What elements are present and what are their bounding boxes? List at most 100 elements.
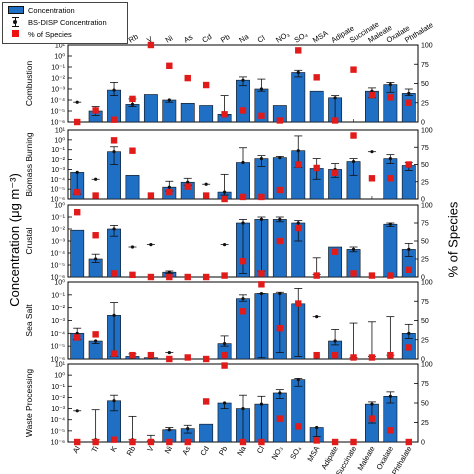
legend-label-pct-species: % of Species: [28, 29, 72, 39]
pct-marker-sea-salt-al: [74, 334, 81, 341]
pct-marker-biomass-burning-rb: [129, 147, 136, 154]
bs-disp-point: [94, 177, 98, 181]
legend-label-bs-disp: BS-DISP Concentration: [28, 17, 107, 27]
bs-disp-point: [167, 350, 171, 355]
pct-marker-biomass-burning-ni: [166, 188, 173, 196]
y-tick-label: 10⁻⁵: [51, 263, 65, 270]
pct-marker-biomass-burning-msa: [313, 164, 320, 172]
x-top-label-na: Na: [237, 32, 251, 45]
bs-disp-point: [333, 339, 337, 343]
y-tick-label: 10⁰: [54, 53, 65, 61]
pct-marker-sea-salt-msa: [313, 351, 320, 359]
bs-disp-point: [278, 291, 282, 296]
y2-tick-label: 75: [421, 221, 429, 228]
y-tick-label: 10⁻¹: [51, 215, 65, 222]
bs-disp-point: [167, 185, 171, 189]
y2-tick-label: 25: [421, 420, 429, 427]
pct-marker-combustion-so: [295, 47, 302, 54]
pct-marker-waste-processing-ti: [92, 438, 99, 446]
pct-marker-crustal-v: [147, 273, 155, 281]
y2-tick-label: 0: [421, 120, 425, 127]
y-tick-label: 10⁻²: [51, 227, 65, 234]
pct-marker-biomass-burning-no: [276, 186, 284, 194]
bs-disp-point: [75, 170, 79, 174]
y2-tick-label: 0: [421, 275, 425, 282]
pct-marker-combustion-no: [276, 117, 284, 124]
pct-marker-biomass-burning-v: [147, 192, 155, 199]
bs-disp-point: [75, 331, 79, 335]
pct-marker-combustion-msa: [313, 74, 320, 81]
legend-item-concentration: Concentration: [7, 5, 75, 15]
pct-marker-sea-salt-cl: [258, 281, 265, 288]
pct-marker-sea-salt-so: [295, 300, 302, 307]
y2-tick-label: 50: [421, 162, 429, 169]
y-tick-label: 10⁻¹: [51, 147, 65, 154]
pct-marker-waste-processing-k: [110, 436, 118, 443]
pct-marker-crustal-ni: [166, 273, 173, 281]
pct-marker-waste-processing-na: [239, 438, 247, 446]
pct-marker-combustion-ni: [166, 62, 173, 69]
bs-disp-point: [351, 159, 356, 164]
x-top-label-pb: Pb: [219, 32, 232, 45]
bs-disp-point: [204, 182, 208, 186]
x-bottom-label-k: K: [108, 445, 118, 454]
y2-tick-label: 50: [421, 401, 429, 408]
bar-biomass-burning-na: [236, 162, 250, 200]
y2-tick-label: 25: [421, 257, 429, 264]
bs-disp-point: [167, 428, 171, 432]
bs-disp-point: [333, 96, 337, 100]
bs-disp-point: [241, 297, 245, 301]
y-tick-label: 10⁻²: [51, 76, 65, 83]
y2-tick-label: 75: [421, 62, 429, 69]
panel-waste-processing: 10⁻⁶ 10⁻⁵ 10⁻⁴ 10⁻³ 10⁻² 10⁻¹ 10⁰ 10¹ 0 25 50 75 100…: [24, 362, 433, 447]
bs-disp-point: [278, 156, 282, 160]
pct-marker-sea-salt-maleate: [368, 354, 376, 361]
bs-disp-point: [112, 88, 116, 92]
bar-combustion-v: [143, 94, 158, 123]
pct-marker-crustal-al: [74, 209, 81, 216]
x-top-label-so: SO₄: [293, 30, 310, 45]
pct-marker-waste-processing-v: [147, 438, 155, 446]
pct-marker-combustion-k: [110, 116, 118, 123]
y2-tick-label: 0: [421, 357, 425, 364]
bs-disp-point: [222, 190, 227, 194]
y-tick-label: 10⁻⁶: [51, 275, 65, 282]
y-tick-label: 10⁻⁶: [51, 357, 65, 364]
bs-disp-point: [112, 150, 116, 154]
panel-name-waste-processing: Waste Processing: [24, 369, 34, 437]
pct-marker-biomass-burning-cd: [202, 192, 210, 199]
bar-combustion-phthalate: [401, 93, 416, 123]
x-bottom-label-cd: Cd: [198, 445, 211, 458]
x-bottom-label-ni: Ni: [163, 444, 175, 455]
pct-marker-sea-salt-rb: [129, 351, 136, 359]
bs-disp-point: [296, 149, 300, 153]
y-tick-label: 10⁻⁵: [51, 428, 65, 435]
bs-disp-point: [222, 243, 227, 247]
bar-crustal-adipate: [328, 246, 343, 278]
pct-marker-biomass-burning-as: [184, 183, 191, 190]
pct-marker-sea-salt-adipate: [331, 351, 339, 359]
x-top-label-no: NO₃: [274, 29, 291, 44]
y-tick-label: 10⁻⁵: [51, 109, 65, 116]
y2-tick-label: 0: [421, 440, 425, 447]
pct-marker-waste-processing-ni: [166, 438, 173, 446]
bs-disp-point: [94, 257, 98, 261]
bs-disp-point: [407, 91, 411, 95]
y-tick-label: 10⁻¹: [51, 292, 65, 299]
pct-marker-crustal-na: [239, 257, 247, 265]
bs-disp-point: [370, 402, 374, 406]
panel-name-sea-salt: Sea Salt: [24, 304, 34, 337]
panel-crustal: 10⁻⁶ 10⁻⁵ 10⁻⁴ 10⁻³ 10⁻² 10⁻¹ 10⁰ 0 25 50 75 100 Cru…: [24, 202, 433, 282]
pct-marker-sea-salt-ni: [166, 355, 173, 363]
pct-marker-waste-processing-succinate: [350, 438, 357, 446]
pct-marker-biomass-burning-al: [74, 188, 81, 196]
y-tick-label: 10⁻³: [51, 318, 65, 325]
x-bottom-label-msa: MSA: [305, 445, 321, 464]
pct-marker-combustion-succinate: [350, 66, 357, 73]
bs-disp-point: [112, 313, 116, 317]
x-bottom-label-na: Na: [235, 444, 248, 458]
pct-marker-combustion-pb: [221, 111, 228, 118]
y-tick-label: 10⁻³: [51, 239, 65, 246]
